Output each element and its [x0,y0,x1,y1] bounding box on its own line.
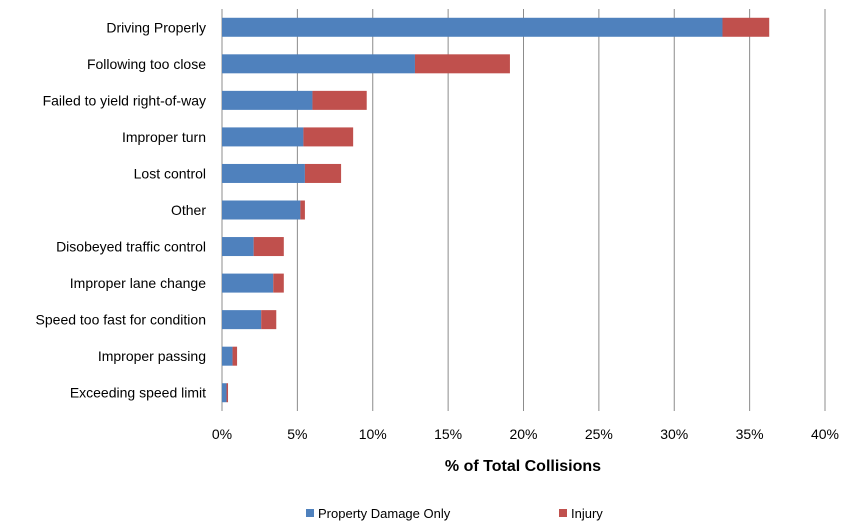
x-tick-label: 20% [509,426,537,442]
bar-injury [304,163,342,183]
bar-injury [722,17,770,37]
x-tick-label: 30% [660,426,688,442]
bar-injury [253,237,284,257]
category-label: Speed too fast for condition [36,312,206,328]
bar-property-damage [222,163,305,183]
bar-property-damage [222,54,415,74]
x-tick-labels: 0% 5% 10% 15% 20% 25% 30% 35% 40% [212,426,839,442]
bar-property-damage [222,90,313,110]
bar-injury [414,54,510,74]
x-tick-label: 25% [585,426,613,442]
category-label: Lost control [134,165,206,181]
bar-injury [232,346,238,366]
bar-property-damage [222,383,227,403]
bar-property-damage [222,346,233,366]
x-tick-label: 5% [287,426,307,442]
category-label: Following too close [87,56,206,72]
bar-property-damage [222,237,254,257]
legend-label-injury: Injury [571,506,603,521]
category-label: Improper lane change [70,275,206,291]
x-tick-label: 35% [736,426,764,442]
bar-injury [300,200,305,220]
category-label: Failed to yield right-of-way [43,92,206,108]
bar-injury [303,127,354,147]
bar-property-damage [222,17,723,37]
bar-property-damage [222,310,262,330]
bar-injury [226,383,229,403]
bar-injury [261,310,277,330]
gridlines [221,9,826,411]
category-label: Improper passing [98,348,206,364]
category-label: Driving Properly [106,19,206,35]
x-tick-label: 10% [359,426,387,442]
x-axis-title: % of Total Collisions [445,458,601,475]
bar-property-damage [222,273,274,293]
bar-property-damage [222,200,301,220]
legend: Property Damage Only Injury [306,506,603,521]
x-tick-label: 40% [811,426,839,442]
category-label: Disobeyed traffic control [56,239,206,255]
legend-swatch-property-damage [306,509,314,517]
bars [222,17,770,403]
legend-label-property-damage: Property Damage Only [318,506,451,521]
category-label: Improper turn [122,129,206,145]
category-label: Exceeding speed limit [70,385,206,401]
bar-injury [312,90,367,110]
x-tick-label: 0% [212,426,232,442]
category-label: Other [171,202,206,218]
category-labels: Driving Properly Following too close Faile… [36,19,207,400]
x-tick-label: 15% [434,426,462,442]
legend-swatch-injury [559,509,567,517]
bar-property-damage [222,127,304,147]
bar-injury [273,273,284,293]
